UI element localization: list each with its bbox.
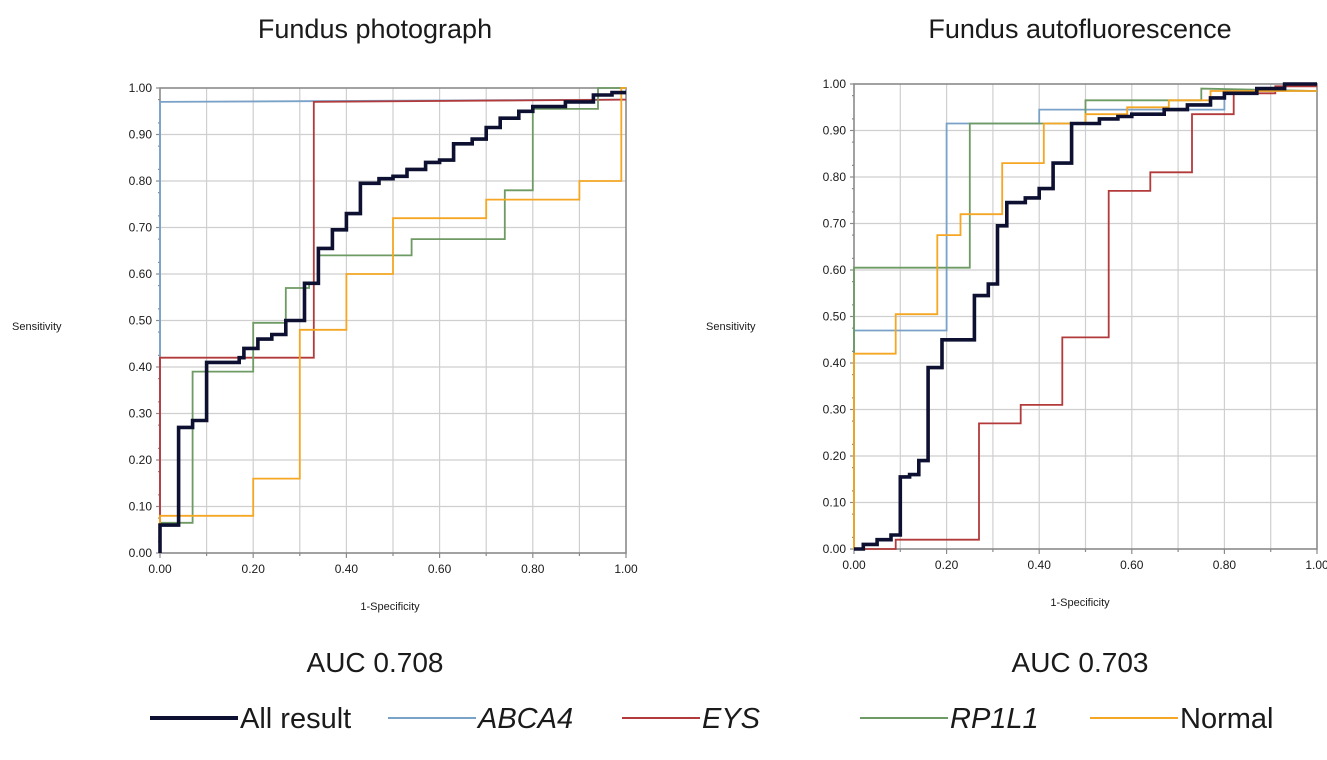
y-tick-label: 0.80 xyxy=(129,174,153,188)
series-line-normal xyxy=(853,90,1317,549)
y-tick-label: 0.30 xyxy=(823,403,847,417)
x-tick-label: 0.20 xyxy=(242,562,266,576)
x-tick-label: 0.80 xyxy=(1213,558,1237,572)
plot-area: 0.00 0.10 0.20 0.30 0.40 0.50 0.60 0.70 0.80 0.90… xyxy=(129,81,638,576)
y-tick-label: 0.60 xyxy=(129,267,153,281)
x-tick-label: 0.40 xyxy=(335,562,359,576)
y-tick-label: 0.00 xyxy=(129,546,153,560)
y-tick-label: 0.90 xyxy=(129,128,153,142)
legend-item-normal: Normal xyxy=(1090,703,1273,735)
y-axis-label: Sensitivity xyxy=(706,321,756,333)
y-tick-label: 0.70 xyxy=(129,221,153,235)
x-axis-label: 1-Specificity xyxy=(360,601,420,613)
x-tick-label: 0.60 xyxy=(1120,558,1144,572)
y-tick-label: 0.20 xyxy=(823,449,847,463)
auc-annotation: AUC 0.703 xyxy=(1012,647,1149,678)
x-tick-label: 0.20 xyxy=(935,558,959,572)
y-tick-label: 0.50 xyxy=(823,310,847,324)
series-line-eys xyxy=(159,98,627,553)
chart-title: Fundus photograph xyxy=(258,14,492,44)
series-line-all-result xyxy=(158,90,626,553)
legend-label: ABCA4 xyxy=(476,703,573,735)
x-tick-label: 0.00 xyxy=(148,562,172,576)
y-tick-label: 1.00 xyxy=(823,77,847,91)
y-tick-label: 0.80 xyxy=(823,170,847,184)
x-tick-label: 0.80 xyxy=(521,562,545,576)
y-tick-label: 0.10 xyxy=(823,496,847,510)
legend: All result ABCA4 EYS RP1L1 Normal xyxy=(150,703,1273,735)
series-line-eys xyxy=(854,85,1317,550)
legend-label: RP1L1 xyxy=(950,703,1039,735)
series-line-normal xyxy=(159,87,626,553)
y-tick-label: 0.00 xyxy=(823,542,847,556)
panel-fundus-autofluorescence: Fundus autofluorescence Sensitivity 1-Sp… xyxy=(706,14,1327,678)
y-tick-label: 0.90 xyxy=(823,124,847,138)
legend-label: EYS xyxy=(702,703,761,735)
y-tick-label: 0.50 xyxy=(129,314,153,328)
x-tick-label: 1.00 xyxy=(1305,558,1327,572)
legend-label: Normal xyxy=(1180,703,1273,735)
x-tick-label: 0.40 xyxy=(1028,558,1052,572)
y-tick-label: 0.40 xyxy=(129,360,153,374)
x-axis-label: 1-Specificity xyxy=(1050,597,1110,609)
y-tick-label: 0.20 xyxy=(129,453,153,467)
legend-item-rp1l1: RP1L1 xyxy=(860,703,1039,735)
plot-area: 0.00 0.10 0.20 0.30 0.40 0.50 0.60 0.70 0.80 0.90… xyxy=(823,77,1327,572)
chart-title: Fundus autofluorescence xyxy=(928,14,1231,44)
legend-item-abca4: ABCA4 xyxy=(388,703,573,735)
series-line-all-result xyxy=(854,82,1317,551)
y-tick-label: 0.30 xyxy=(129,407,153,421)
y-tick-label: 1.00 xyxy=(129,81,153,95)
y-tick-label: 0.40 xyxy=(823,356,847,370)
x-tick-label: 0.00 xyxy=(842,558,866,572)
auc-annotation: AUC 0.708 xyxy=(307,647,444,678)
panel-fundus-photograph: Fundus photograph Sensitivity 1-Specific… xyxy=(12,14,638,678)
legend-item-all-result: All result xyxy=(150,703,351,735)
legend-item-eys: EYS xyxy=(622,703,761,735)
x-tick-label: 1.00 xyxy=(614,562,638,576)
y-tick-label: 0.10 xyxy=(129,500,153,514)
legend-label: All result xyxy=(240,703,351,735)
y-axis-label: Sensitivity xyxy=(12,321,62,333)
x-tick-label: 0.60 xyxy=(428,562,452,576)
y-tick-label: 0.60 xyxy=(823,263,847,277)
y-tick-label: 0.70 xyxy=(823,217,847,231)
